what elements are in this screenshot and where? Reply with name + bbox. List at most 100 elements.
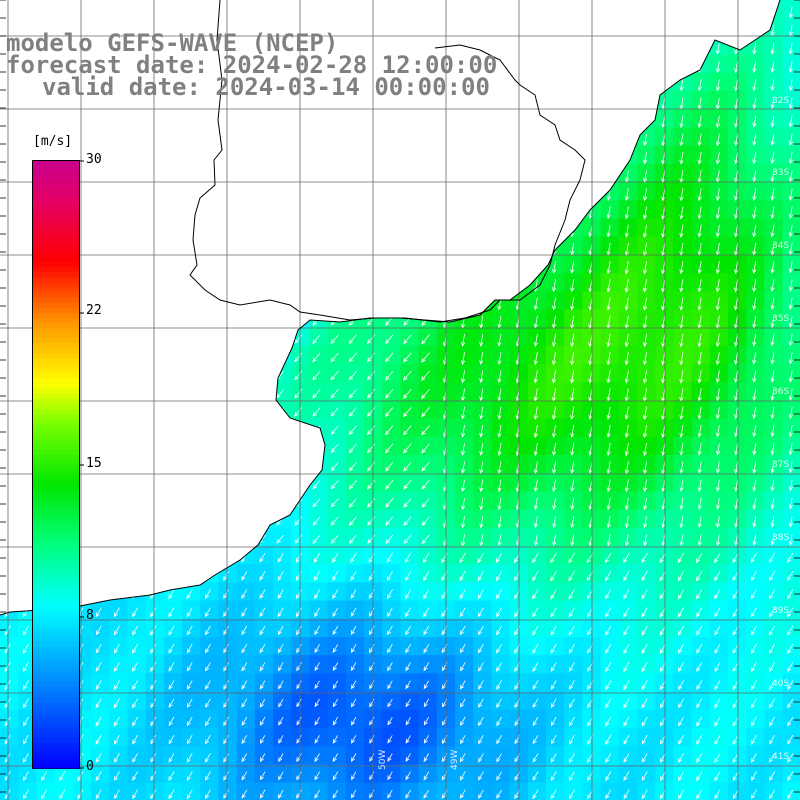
wind-arrow [697,133,702,147]
wind-cell [709,728,729,747]
wind-arrow [661,133,666,147]
colorbar-segment [33,241,79,248]
wind-arrow [788,261,793,274]
colorbar-segment [33,494,79,501]
wind-arrow [734,61,739,74]
wind-cell [764,673,784,693]
wind-cell [673,655,693,674]
wind-arrow [715,206,720,220]
colorbar-segment [33,231,79,238]
wind-cell [564,546,583,565]
wind-arrow [606,333,611,348]
wind-cell [182,691,201,711]
wind-arrow [330,352,339,363]
lat-label-37s: 37S [772,460,790,470]
wind-cell [764,546,784,565]
wind-cell [764,691,784,711]
wind-arrow [421,370,430,381]
wind-arrow [661,115,666,128]
wind-arrow [734,333,739,347]
wind-cell [382,673,401,693]
wind-cell [382,527,401,547]
wind-arrow [552,279,557,293]
wind-cell [291,400,310,420]
wind-cell [418,491,438,511]
wind-arrow [788,224,793,238]
wind-arrow [642,333,648,348]
wind-arrow [752,333,757,347]
wind-cell [273,746,292,765]
wind-arrow [679,151,684,165]
colorbar-segment [33,262,79,268]
wind-cell [382,764,401,784]
colorbar-segment [33,196,79,203]
wind-cell [564,618,583,638]
wind-cell [600,582,620,602]
wind-arrow [788,297,793,310]
wind-arrow [752,352,757,365]
wind-cell [291,509,310,529]
wind-cell [418,728,438,747]
wind-cell [236,655,256,674]
wind-cell [418,764,438,784]
wind-cell [746,564,765,583]
wind-cell [54,764,74,784]
wind-arrow [385,370,394,381]
wind-arrow [679,188,684,202]
wind-cell [345,709,365,729]
wind-arrow [421,388,430,400]
wind-cell [254,600,274,620]
colorbar-segment [33,707,79,713]
wind-cell [309,600,329,620]
wind-cell [600,709,620,729]
wind-arrow [770,152,775,165]
wind-cell [345,327,365,347]
wind-cell [455,637,474,656]
wind-arrow [788,188,793,201]
wind-arrow [403,407,412,418]
wind-arrow [715,297,720,311]
colorbar-segment [33,742,79,749]
wind-cell [163,600,183,620]
wind-cell [400,436,420,456]
wind-cell [400,673,420,693]
lat-label-35s: 35S [772,314,790,324]
colorbar-segment [33,590,79,597]
wind-arrow [624,279,629,293]
wind-arrow [570,406,575,420]
wind-cell [254,637,274,656]
wind-cell [345,527,365,547]
wind-arrow [788,6,793,19]
wind-arrow [624,333,629,348]
colorbar-tick-15: 15 [86,456,102,471]
wind-cell [145,728,165,747]
wind-cell [746,637,765,656]
wind-cell [345,600,365,620]
colorbar-segment [33,727,79,734]
colorbar-segment [33,656,79,663]
colorbar-segment [33,747,79,754]
wind-cell [728,691,747,711]
wind-cell [273,728,292,747]
wind-arrow [461,370,466,384]
wind-cell [109,673,128,693]
wind-arrow [661,261,666,275]
wind-cell [91,709,110,729]
wind-cell [309,491,329,511]
wind-cell [327,655,347,674]
wind-cell [746,691,765,711]
wind-cell [345,382,365,401]
wind-arrow [661,297,666,311]
wind-cell [327,436,347,456]
lat-label-32s: 32S [772,96,790,106]
wind-arrow [697,370,702,384]
colorbar-segment [33,757,79,764]
lon-label-49w: 49W [450,749,460,770]
wind-cell [527,582,547,602]
wind-cell [382,655,401,674]
wind-cell [327,673,347,693]
colorbar-segment [33,348,79,354]
wind-arrow [533,297,538,311]
wind-arrow [497,370,502,384]
wind-arrow [348,389,357,399]
